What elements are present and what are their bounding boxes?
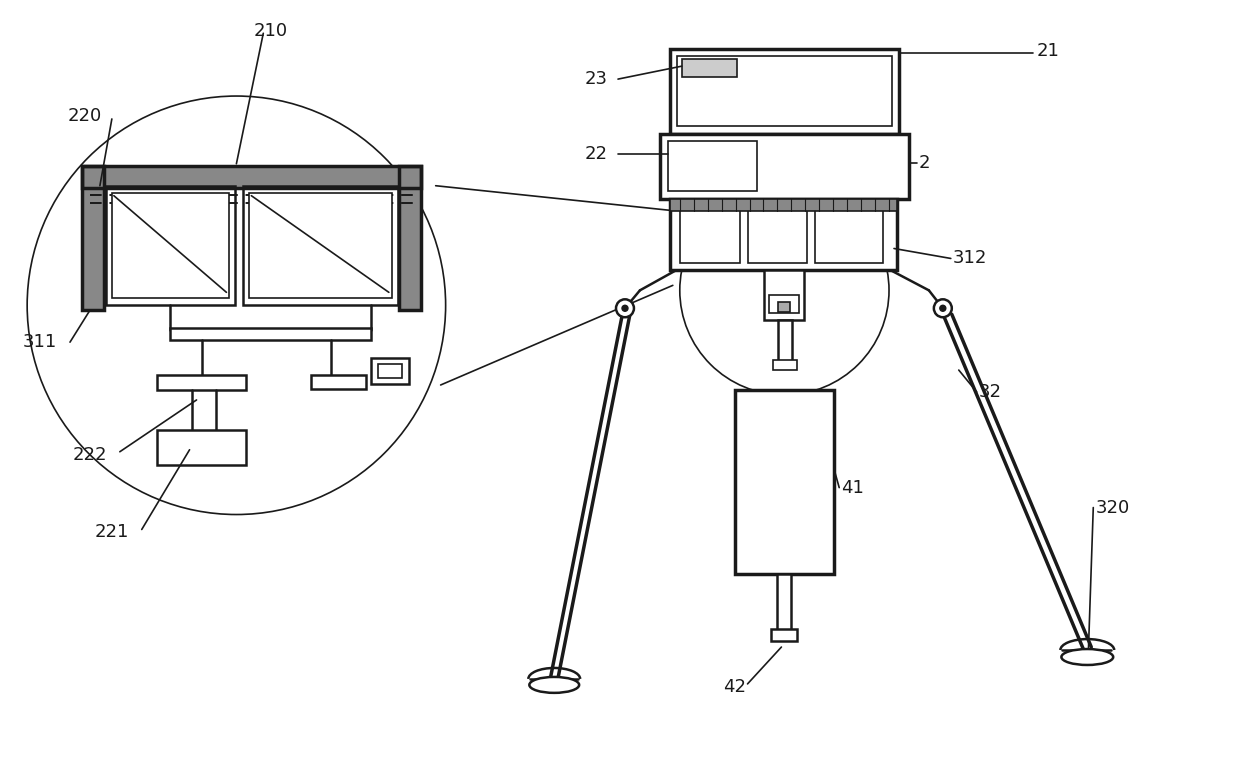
- Bar: [82, 165, 104, 310]
- Bar: [243, 185, 398, 306]
- Bar: [156, 375, 247, 390]
- Bar: [311, 375, 366, 389]
- Text: 23: 23: [585, 70, 608, 88]
- Text: 21: 21: [1037, 42, 1059, 61]
- Text: 222: 222: [72, 446, 107, 463]
- Bar: [765, 270, 805, 320]
- Bar: [399, 165, 420, 310]
- Text: 42: 42: [723, 678, 746, 696]
- Bar: [774, 360, 797, 370]
- Text: 221: 221: [94, 523, 129, 542]
- Text: 311: 311: [22, 333, 57, 351]
- Ellipse shape: [1061, 649, 1114, 665]
- Bar: [378, 364, 402, 378]
- Text: 41: 41: [841, 479, 864, 496]
- Bar: [105, 185, 236, 306]
- Text: 210: 210: [253, 22, 288, 41]
- Text: 32: 32: [978, 383, 1002, 401]
- Bar: [112, 193, 229, 298]
- Circle shape: [622, 306, 627, 311]
- Bar: [748, 205, 807, 264]
- Circle shape: [940, 306, 946, 311]
- Bar: [682, 59, 737, 77]
- Bar: [660, 134, 909, 198]
- Text: 2: 2: [919, 154, 930, 172]
- Bar: [668, 141, 758, 191]
- Bar: [777, 574, 791, 634]
- Bar: [170, 328, 371, 340]
- Circle shape: [27, 96, 445, 515]
- Text: 312: 312: [952, 250, 987, 267]
- Text: 220: 220: [68, 107, 102, 125]
- Bar: [680, 205, 739, 264]
- Bar: [815, 205, 883, 264]
- Text: 320: 320: [1095, 499, 1130, 516]
- Text: 22: 22: [585, 145, 608, 163]
- Bar: [156, 430, 247, 465]
- Bar: [82, 165, 104, 310]
- Bar: [82, 165, 420, 188]
- Circle shape: [616, 300, 634, 317]
- Bar: [779, 320, 792, 365]
- Bar: [677, 56, 892, 126]
- Bar: [770, 296, 800, 313]
- Bar: [670, 198, 897, 270]
- Bar: [371, 358, 409, 384]
- Bar: [670, 49, 899, 134]
- Bar: [82, 165, 420, 188]
- Bar: [249, 193, 392, 298]
- Circle shape: [934, 300, 952, 317]
- Bar: [771, 629, 797, 641]
- Ellipse shape: [529, 677, 579, 693]
- Bar: [779, 303, 790, 313]
- Bar: [734, 390, 835, 574]
- Bar: [399, 165, 420, 310]
- Bar: [670, 198, 897, 211]
